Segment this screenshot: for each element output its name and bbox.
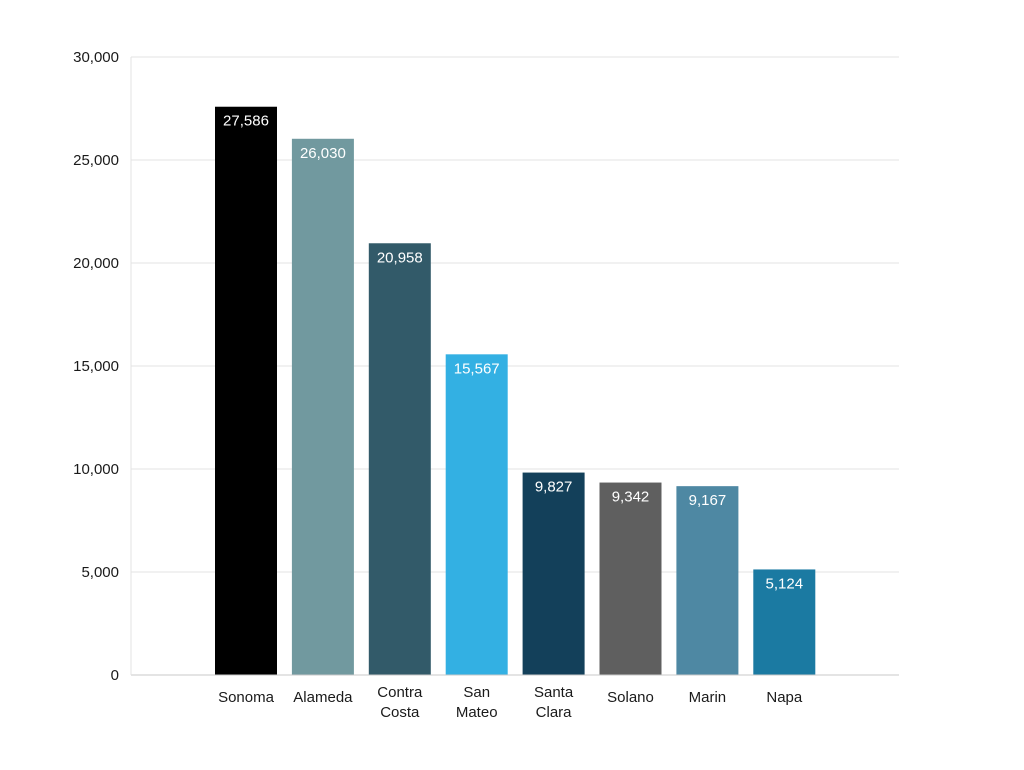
- bar-value-label: 9,342: [612, 489, 650, 506]
- x-tick-label: San Mateo: [456, 684, 498, 721]
- y-axis-tick-labels: 0 5,000 10,000 15,000 20,000 25,000 30,000: [73, 49, 119, 684]
- bar-value-label: 9,167: [689, 492, 727, 509]
- y-tick-label: 10,000: [73, 461, 119, 478]
- x-tick-label-line: Sonoma: [218, 689, 275, 706]
- x-tick-label-line: Napa: [766, 689, 803, 706]
- bar-value-label: 9,827: [535, 479, 573, 496]
- x-tick-label: Sonoma: [218, 689, 275, 706]
- x-tick-label-line: Alameda: [293, 689, 353, 706]
- x-axis: [130, 57, 899, 676]
- y-tick-label: 30,000: [73, 49, 119, 66]
- y-tick-label: 20,000: [73, 255, 119, 272]
- y-tick-label: 25,000: [73, 152, 119, 169]
- y-tick-label: 15,000: [73, 358, 119, 375]
- bar-value-label: 26,030: [300, 145, 346, 162]
- x-tick-label: Napa: [766, 689, 803, 706]
- bar-value-label: 5,124: [766, 575, 804, 592]
- bar-value-labels: 27,586 26,030 20,958 15,567 9,827 9,342 9,167 5…: [223, 113, 803, 593]
- y-tick-label: 0: [111, 667, 119, 684]
- x-tick-label: Contra Costa: [377, 684, 423, 721]
- bar: [599, 482, 662, 675]
- bar: [522, 472, 585, 675]
- x-tick-label: Alameda: [293, 689, 353, 706]
- x-axis-category-labels: Sonoma Alameda Contra Costa San Mateo Santa Cla…: [218, 684, 803, 721]
- bar: [291, 138, 354, 676]
- x-tick-label: Marin: [689, 689, 727, 706]
- x-tick-label-line: San: [463, 684, 490, 701]
- x-tick-label-line: Santa: [534, 684, 574, 701]
- y-tick-label: 5,000: [81, 564, 119, 581]
- bar-value-label: 20,958: [377, 249, 423, 266]
- bar-value-label: 15,567: [454, 360, 500, 377]
- bar: [753, 569, 816, 675]
- x-tick-label-line: Contra: [377, 684, 423, 701]
- x-tick-label: Santa Clara: [534, 684, 574, 721]
- x-tick-label: Solano: [607, 689, 654, 706]
- x-tick-label-line: Marin: [689, 689, 727, 706]
- x-tick-label-line: Mateo: [456, 704, 498, 721]
- bar: [368, 243, 431, 675]
- bar: [215, 106, 277, 676]
- bar: [445, 354, 508, 675]
- bars: [215, 106, 816, 676]
- x-tick-label-line: Costa: [380, 704, 420, 721]
- x-tick-label-line: Clara: [536, 704, 573, 721]
- bar-value-label: 27,586: [223, 113, 269, 130]
- bar: [676, 486, 739, 675]
- x-tick-label-line: Solano: [607, 689, 654, 706]
